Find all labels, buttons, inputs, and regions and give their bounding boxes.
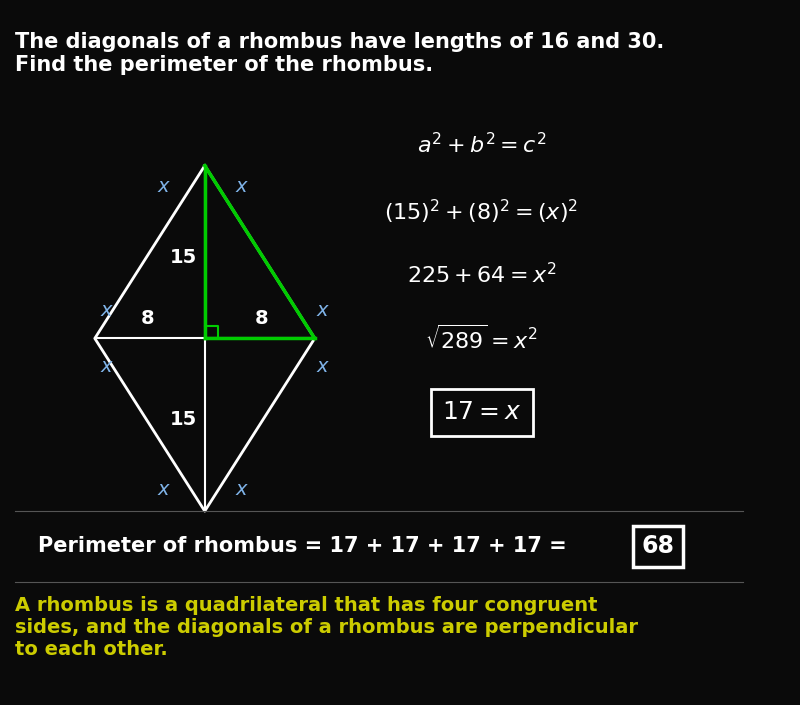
- Text: A rhombus is a quadrilateral that has four congruent
sides, and the diagonals of: A rhombus is a quadrilateral that has fo…: [15, 596, 638, 658]
- Text: x: x: [101, 357, 112, 376]
- Text: x: x: [317, 357, 328, 376]
- Text: The diagonals of a rhombus have lengths of 16 and 30.
Find the perimeter of the : The diagonals of a rhombus have lengths …: [15, 32, 665, 75]
- Text: x: x: [101, 301, 112, 319]
- Text: 15: 15: [170, 247, 197, 266]
- Text: $\sqrt{289} = x^2$: $\sqrt{289} = x^2$: [426, 324, 538, 352]
- Text: 8: 8: [141, 309, 154, 328]
- Text: x: x: [235, 178, 247, 196]
- Text: 8: 8: [255, 309, 269, 328]
- Text: $(15)^2 + (8)^2 = (x)^2$: $(15)^2 + (8)^2 = (x)^2$: [385, 197, 578, 226]
- Text: $225 + 64 = x^2$: $225 + 64 = x^2$: [406, 262, 557, 288]
- Text: x: x: [317, 301, 328, 319]
- Text: x: x: [235, 481, 247, 499]
- Text: 15: 15: [170, 410, 197, 429]
- Text: $a^2 + b^2 = c^2$: $a^2 + b^2 = c^2$: [417, 132, 546, 157]
- Text: x: x: [158, 481, 169, 499]
- Text: $17 = x$: $17 = x$: [442, 400, 522, 424]
- Text: x: x: [158, 178, 169, 196]
- Text: 68: 68: [642, 534, 674, 558]
- Text: Perimeter of rhombus = 17 + 17 + 17 + 17 =: Perimeter of rhombus = 17 + 17 + 17 + 17…: [38, 537, 574, 556]
